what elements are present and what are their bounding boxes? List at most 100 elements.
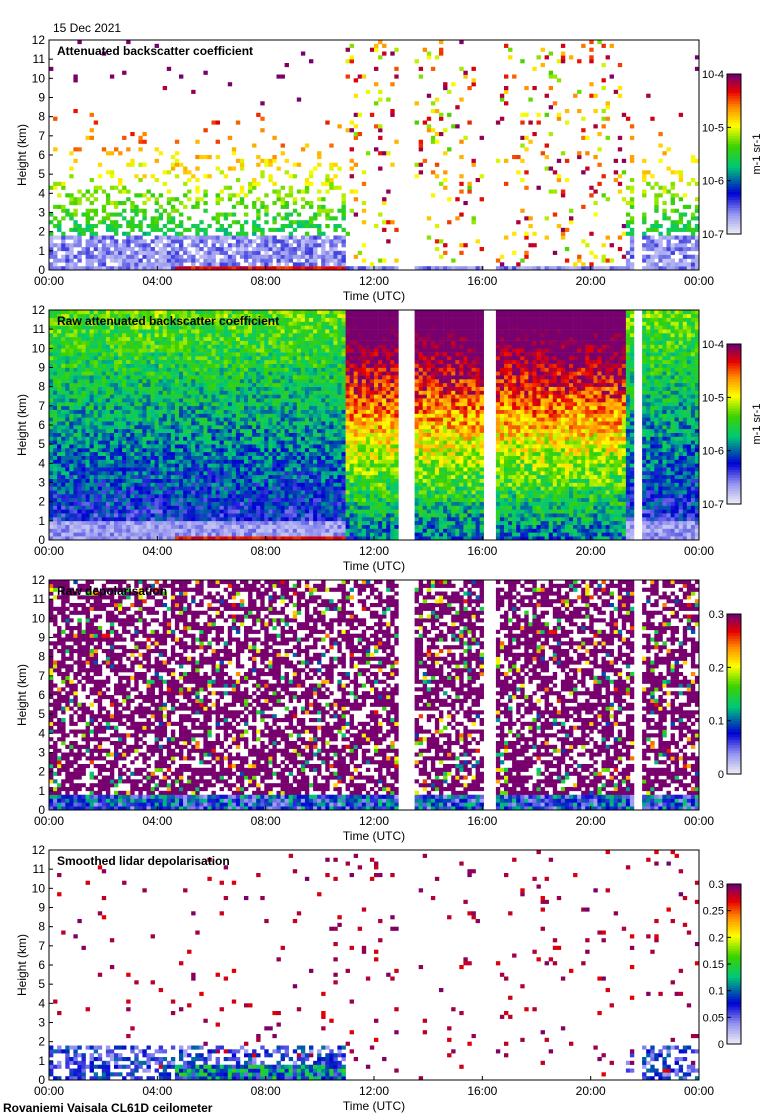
heatmap-cell xyxy=(191,359,196,364)
heatmap-cell xyxy=(227,451,233,456)
heatmap-cell xyxy=(187,478,192,483)
heatmap-cell xyxy=(105,425,111,430)
heatmap-cell xyxy=(158,432,164,437)
heatmap-cell xyxy=(207,513,212,518)
heatmap-cell xyxy=(150,174,155,179)
heatmap-cell xyxy=(252,356,257,361)
heatmap-cell xyxy=(150,224,155,229)
heatmap-cell xyxy=(77,524,82,529)
heatmap-cell xyxy=(154,359,159,364)
heatmap-cell xyxy=(674,208,679,213)
heatmap-cell xyxy=(170,482,176,487)
heatmap-cell xyxy=(211,405,216,410)
colorbar-step xyxy=(727,202,741,206)
heatmap-cell xyxy=(81,359,86,364)
heatmap-cell xyxy=(191,448,196,453)
heatmap-cell xyxy=(215,382,220,387)
heatmap-cell xyxy=(284,254,289,259)
heatmap-cell xyxy=(195,344,200,349)
heatmap-cell xyxy=(187,405,192,410)
heatmap-cell xyxy=(150,344,155,349)
heatmap-cell xyxy=(118,340,123,345)
heatmap-cell xyxy=(146,329,151,334)
heatmap-cell xyxy=(49,313,54,318)
heatmap-cell xyxy=(162,258,168,263)
heatmap-cell xyxy=(239,459,245,464)
heatmap-cell xyxy=(81,528,86,533)
heatmap-cell xyxy=(109,394,115,399)
heatmap-cell xyxy=(219,325,224,330)
heatmap-cell xyxy=(154,382,159,387)
heatmap-cell xyxy=(187,436,192,441)
heatmap-cell xyxy=(85,513,90,518)
heatmap-cell xyxy=(69,474,74,479)
heatmap-cell xyxy=(126,532,131,537)
heatmap-cell xyxy=(146,528,151,533)
heatmap-cell xyxy=(53,340,58,345)
heatmap-cell xyxy=(183,235,188,240)
heatmap-cell xyxy=(89,344,94,349)
heatmap-cell xyxy=(150,528,155,533)
heatmap-cell xyxy=(264,208,269,213)
heatmap-cell xyxy=(211,451,216,456)
heatmap-cell xyxy=(239,463,245,468)
heatmap-cell xyxy=(248,317,253,322)
heatmap-cell xyxy=(162,266,168,271)
heatmap-cell xyxy=(170,352,176,357)
heatmap-cell xyxy=(609,243,614,248)
heatmap-cell xyxy=(203,386,208,391)
heatmap-cell xyxy=(130,216,135,221)
heatmap-cell xyxy=(154,455,159,460)
heatmap-cell xyxy=(248,478,253,483)
heatmap-cell xyxy=(65,356,70,361)
heatmap-cell xyxy=(414,101,419,106)
heatmap-cell xyxy=(49,386,54,391)
heatmap-cell xyxy=(300,147,306,152)
heatmap-cell xyxy=(252,386,257,391)
heatmap-cell xyxy=(142,536,147,541)
heatmap-cell xyxy=(61,436,66,441)
heatmap-cell xyxy=(162,359,168,364)
heatmap-cell xyxy=(170,405,176,410)
heatmap-cell xyxy=(150,428,155,433)
heatmap-cell xyxy=(97,310,103,315)
heatmap-cell xyxy=(158,356,164,361)
heatmap-cell xyxy=(646,93,651,98)
heatmap-cell xyxy=(520,112,525,117)
heatmap-cell xyxy=(248,501,253,506)
heatmap-cell xyxy=(101,398,107,403)
heatmap-cell xyxy=(231,463,237,468)
heatmap-cell xyxy=(183,390,188,395)
heatmap-cell xyxy=(219,367,224,372)
heatmap-cell xyxy=(93,340,99,345)
heatmap-cell xyxy=(142,162,147,167)
heatmap-cell xyxy=(187,532,192,537)
heatmap-cell xyxy=(69,517,74,522)
heatmap-cell xyxy=(65,321,70,326)
heatmap-cell xyxy=(544,266,549,271)
heatmap-cell xyxy=(227,247,233,252)
heatmap-cell xyxy=(138,405,143,410)
heatmap-cell xyxy=(439,116,444,121)
heatmap-cell xyxy=(215,509,220,514)
heatmap-cell xyxy=(154,451,159,456)
heatmap-cell xyxy=(158,321,164,326)
heatmap-cell xyxy=(256,520,261,525)
heatmap-cell xyxy=(227,425,233,430)
heatmap-cell xyxy=(678,239,684,244)
heatmap-cell xyxy=(223,528,229,533)
heatmap-cell xyxy=(105,170,111,175)
heatmap-cell xyxy=(252,239,257,244)
heatmap-cell xyxy=(69,174,74,179)
heatmap-cell xyxy=(142,444,147,449)
heatmap-cell xyxy=(227,482,233,487)
heatmap-cell xyxy=(179,482,184,487)
heatmap-cell xyxy=(215,371,220,376)
heatmap-cell xyxy=(321,239,326,244)
heatmap-cell xyxy=(512,155,517,160)
heatmap-cell xyxy=(195,239,200,244)
heatmap-cell xyxy=(146,501,151,506)
heatmap-cell xyxy=(134,421,139,426)
heatmap-cell xyxy=(430,139,436,144)
heatmap-cell xyxy=(73,432,78,437)
